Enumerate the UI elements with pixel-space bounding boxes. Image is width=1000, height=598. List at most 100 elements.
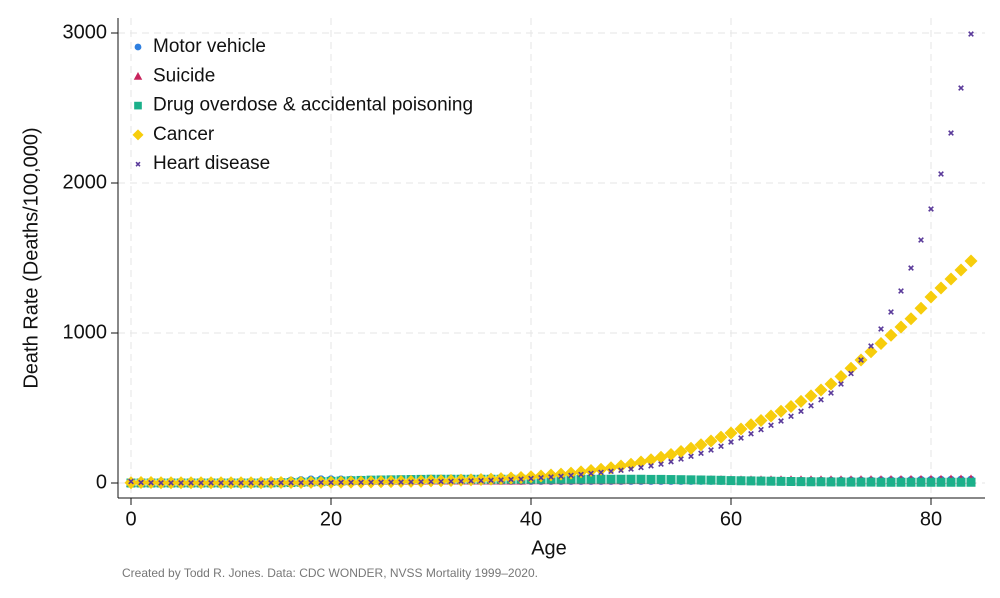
- point: [696, 475, 706, 485]
- point: [864, 345, 878, 359]
- point: [874, 337, 888, 350]
- point: [568, 472, 574, 479]
- point: [458, 478, 464, 485]
- point: [648, 463, 654, 469]
- point: [614, 459, 628, 473]
- point: [564, 466, 578, 480]
- point: [604, 461, 618, 475]
- point: [348, 479, 354, 486]
- point: [586, 474, 596, 484]
- point: [494, 472, 508, 486]
- point: [906, 477, 916, 487]
- point: [964, 254, 978, 268]
- point: [198, 479, 204, 486]
- point: [738, 435, 744, 441]
- point: [418, 478, 424, 485]
- point: [868, 343, 874, 349]
- point: [318, 479, 324, 486]
- point: [688, 453, 694, 460]
- point: [288, 479, 294, 486]
- point: [918, 237, 924, 243]
- point: [716, 475, 726, 485]
- point: [574, 465, 588, 479]
- point: [576, 474, 586, 484]
- point: [676, 475, 686, 485]
- point: [544, 468, 558, 482]
- point: [828, 390, 834, 396]
- point: [656, 474, 666, 484]
- point: [514, 470, 528, 484]
- point: [968, 31, 974, 37]
- point: [726, 476, 736, 486]
- point: [594, 462, 608, 476]
- point: [368, 479, 374, 486]
- point: [704, 434, 718, 448]
- point: [878, 326, 884, 332]
- point: [896, 477, 906, 487]
- point: [966, 477, 976, 487]
- point: [924, 290, 938, 304]
- point: [846, 477, 856, 487]
- point: [628, 466, 634, 472]
- point: [914, 301, 928, 315]
- point: [764, 409, 778, 423]
- point: [584, 464, 598, 478]
- y-tick-label: 3000: [63, 21, 108, 43]
- point: [928, 206, 934, 212]
- legend-label: Cancer: [153, 124, 215, 145]
- point: [746, 476, 756, 486]
- point: [658, 461, 664, 467]
- point: [694, 438, 708, 452]
- x-axis-label: Age: [531, 537, 567, 559]
- point: [668, 458, 674, 465]
- point: [518, 476, 524, 482]
- point: [328, 479, 334, 486]
- point: [578, 471, 584, 478]
- point: [208, 479, 214, 486]
- point: [606, 474, 616, 484]
- point: [816, 477, 826, 487]
- point: [806, 477, 816, 487]
- point: [686, 475, 696, 485]
- point: [124, 476, 138, 490]
- point: [148, 479, 154, 486]
- point: [734, 422, 748, 436]
- point: [916, 477, 926, 487]
- point: [684, 441, 698, 455]
- point: [938, 171, 944, 177]
- point: [768, 422, 774, 429]
- point: [278, 479, 284, 486]
- point: [448, 478, 454, 485]
- point: [796, 477, 806, 487]
- point: [666, 475, 676, 485]
- point: [678, 456, 684, 462]
- point: [876, 477, 886, 487]
- x-tick-label: 0: [125, 508, 136, 530]
- point: [438, 478, 444, 485]
- legend-label: Motor vehicle: [153, 36, 266, 57]
- point: [358, 479, 364, 486]
- point: [674, 445, 688, 458]
- point: [128, 478, 134, 485]
- point: [646, 474, 656, 484]
- point: [598, 469, 604, 476]
- point: [826, 477, 836, 487]
- point: [498, 477, 504, 483]
- point: [258, 479, 264, 486]
- point: [856, 477, 866, 487]
- point: [844, 361, 858, 375]
- y-tick-label: 1000: [63, 321, 108, 343]
- point: [378, 479, 384, 486]
- point: [776, 476, 786, 486]
- point: [504, 471, 518, 485]
- point: [338, 479, 344, 486]
- point: [228, 479, 234, 486]
- point: [824, 377, 838, 391]
- point: [708, 447, 714, 453]
- point: [428, 478, 434, 485]
- point: [956, 477, 966, 487]
- point: [754, 413, 768, 427]
- point: [728, 439, 734, 445]
- point: [774, 404, 788, 418]
